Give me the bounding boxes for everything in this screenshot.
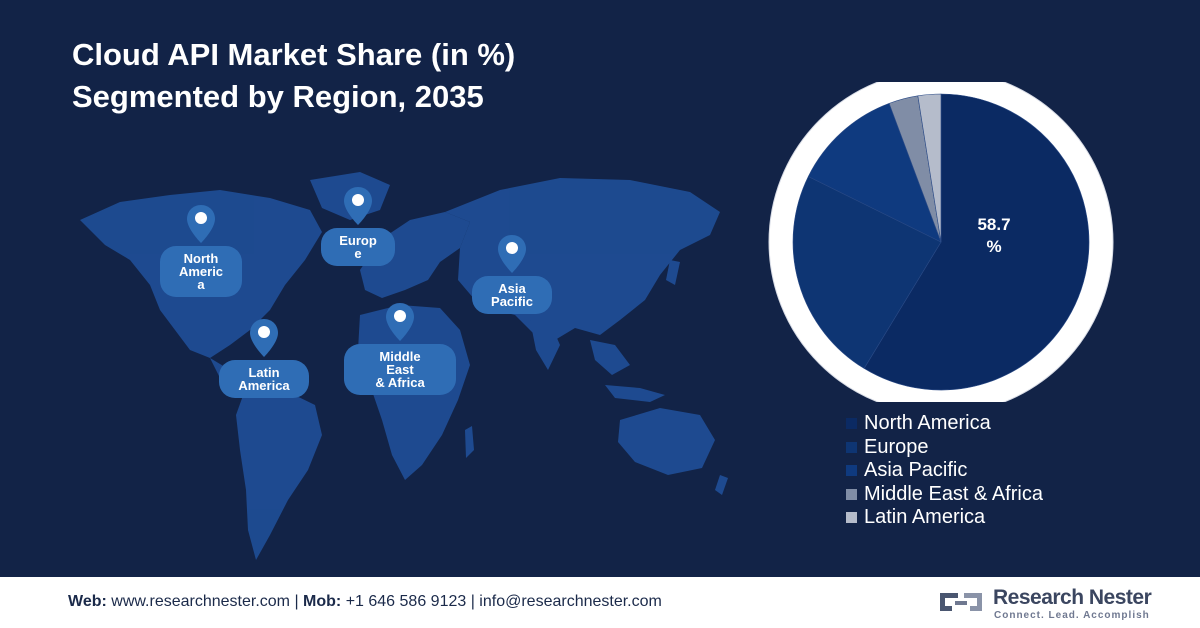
legend-item-north-america: North America bbox=[846, 412, 1043, 436]
legend-label: Asia Pacific bbox=[864, 459, 968, 482]
pie-slice-north-america bbox=[863, 93, 1090, 391]
map-europe bbox=[360, 212, 470, 298]
page-title: Cloud API Market Share (in %) Segmented … bbox=[72, 34, 515, 118]
legend-swatch bbox=[846, 441, 857, 453]
legend-swatch bbox=[846, 418, 857, 430]
pie-data-labels: 58.7% bbox=[977, 215, 1010, 256]
legend-label: Europe bbox=[864, 435, 929, 458]
pie-slice-latin-america bbox=[917, 93, 942, 243]
pie-slices bbox=[792, 93, 1090, 391]
contact-info: Web: www.researchnester.com | Mob: +1 64… bbox=[68, 593, 662, 611]
brand-name: Research Nester bbox=[993, 586, 1152, 609]
pie-slice-asia-pacific bbox=[807, 103, 942, 243]
footer: Web: www.researchnester.com | Mob: +1 64… bbox=[0, 577, 1200, 628]
location-pin-icon bbox=[386, 303, 414, 341]
map-new-zealand bbox=[715, 475, 728, 495]
legend-label: North America bbox=[864, 412, 991, 435]
map-indonesia bbox=[605, 385, 665, 402]
chart-legend: North America Europe Asia Pacific Middle Ea… bbox=[846, 412, 1043, 530]
map-pin-latin-america: Latin America bbox=[218, 318, 310, 398]
map-south-america bbox=[236, 388, 322, 560]
web-label: Web: bbox=[68, 593, 107, 610]
map-australia bbox=[618, 408, 715, 475]
pie-chart: 58.7% bbox=[768, 82, 1114, 402]
map-pin-asia-pacific: Asia Pacific bbox=[471, 234, 553, 314]
legend-label: Middle East & Africa bbox=[864, 482, 1043, 505]
phone-email[interactable]: +1 646 586 9123 | info@researchnester.co… bbox=[341, 593, 662, 610]
legend-item-asia-pacific: Asia Pacific bbox=[846, 459, 1043, 483]
website-link[interactable]: www.researchnester.com | bbox=[106, 593, 304, 610]
map-pin-europe: Europ e bbox=[320, 186, 396, 266]
location-pin-icon bbox=[187, 205, 215, 243]
pie-data-label-north-america: 58.7% bbox=[977, 215, 1010, 256]
pin-label-latin-america: Latin America bbox=[219, 360, 309, 398]
legend-item-europe: Europe bbox=[846, 436, 1043, 460]
title-line-1: Cloud API Market Share (in %) bbox=[72, 37, 516, 72]
map-pin-north-america: North Americ a bbox=[159, 204, 243, 297]
pin-label-asia-pacific: Asia Pacific bbox=[472, 276, 552, 314]
legend-item-latin-america: Latin America bbox=[846, 506, 1043, 530]
title-line-2: Segmented by Region, 2035 bbox=[72, 79, 484, 114]
location-pin-icon bbox=[250, 319, 278, 357]
map-pin-middle-east-africa: Middle East & Africa bbox=[344, 302, 456, 395]
mob-label: Mob: bbox=[303, 593, 342, 610]
location-pin-icon bbox=[498, 235, 526, 273]
map-southeast-asia bbox=[590, 340, 630, 375]
brand-logo: Research Nester Connect. Lead. Accomplis… bbox=[936, 586, 1156, 622]
location-pin-icon bbox=[344, 187, 372, 225]
pin-label-europe: Europ e bbox=[321, 228, 395, 266]
research-nester-logo-icon bbox=[940, 593, 982, 611]
pin-label-middle-east-africa: Middle East & Africa bbox=[344, 344, 456, 395]
legend-swatch bbox=[846, 512, 857, 524]
legend-item-middle-east-and-africa: Middle East & Africa bbox=[846, 483, 1043, 507]
map-japan bbox=[666, 260, 680, 285]
legend-label: Latin America bbox=[864, 506, 986, 529]
pin-label-north-america: North Americ a bbox=[160, 246, 242, 297]
pie-slice-europe bbox=[792, 176, 942, 369]
legend-swatch bbox=[846, 488, 857, 500]
map-india bbox=[530, 320, 560, 370]
map-madagascar bbox=[465, 426, 474, 458]
legend-swatch bbox=[846, 465, 857, 477]
brand-tagline: Connect. Lead. Accomplish bbox=[994, 610, 1150, 621]
